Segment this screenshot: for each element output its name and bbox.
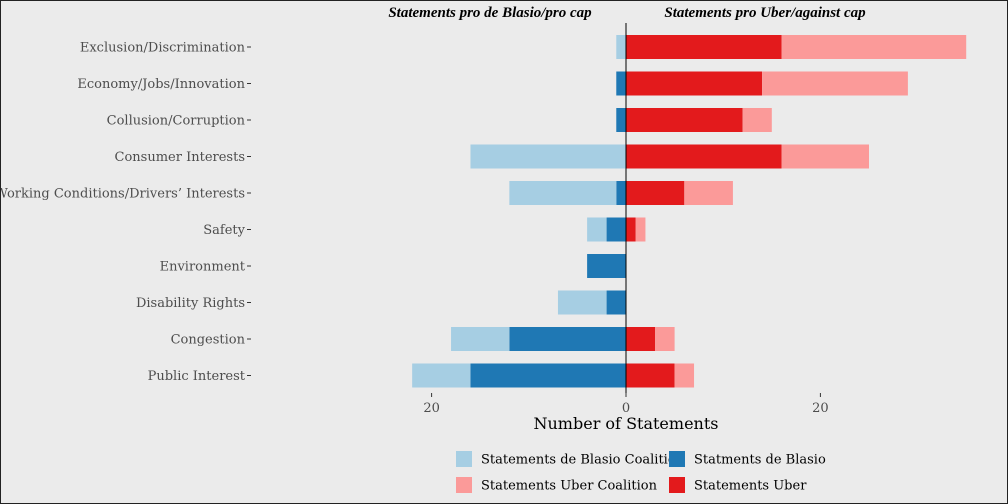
legend-swatch-statements-uber <box>669 477 685 493</box>
bar-statments-de-blasio-congestion <box>509 327 626 351</box>
bar-statements-uber-coalition-public-interest <box>674 363 695 388</box>
category-label-working-conditions-drivers-interests: Working Conditions/Drivers’ Interests <box>1 187 245 202</box>
legend: Statements de Blasio Coalition Statments … <box>456 451 826 494</box>
bar-statements-uber-coalition-collusion-corruption <box>742 108 772 132</box>
legend-label-statments-de-blasio: Statments de Blasio <box>694 453 826 468</box>
category-label-collusion-corruption: Collusion/Corruption <box>107 114 246 129</box>
bar-statements-de-blasio-coalition-public-interest <box>412 363 471 388</box>
bar-statements-uber-collusion-corruption <box>626 108 743 132</box>
legend-label-statements-uber: Statements Uber <box>694 479 807 494</box>
left-side-title: Statements pro de Blasio/pro cap <box>388 5 592 21</box>
category-label-economy-jobs-innovation: Economy/Jobs/Innovation <box>77 77 245 92</box>
bar-statements-uber-coalition-economy-jobs-innovation <box>762 71 908 96</box>
right-side-title: Statements pro Uber/against cap <box>664 5 866 21</box>
bar-statements-uber-coalition-safety <box>635 217 646 242</box>
legend-swatch-statements-de-blasio-coalition <box>456 451 472 467</box>
x-tick-label: 20 <box>812 401 829 416</box>
bar-statements-uber-congestion <box>626 327 656 351</box>
legend-swatch-statements-uber-coalition <box>456 477 472 493</box>
bar-statments-de-blasio-environment <box>587 254 626 278</box>
category-label-congestion: Congestion <box>171 333 246 348</box>
bar-statements-de-blasio-coalition-congestion <box>451 327 510 351</box>
bar-statments-de-blasio-safety <box>606 217 626 242</box>
bar-statments-de-blasio-collusion-corruption <box>616 108 626 132</box>
x-tick-label: 0 <box>622 401 630 416</box>
legend-label-statements-de-blasio-coalition: Statements de Blasio Coalition <box>481 453 685 468</box>
bar-statements-de-blasio-coalition-working-conditions-drivers-interests <box>509 181 617 205</box>
bar-statements-uber-consumer-interests <box>626 144 782 169</box>
category-label-public-interest: Public Interest <box>148 369 246 384</box>
bar-statements-uber-economy-jobs-innovation <box>626 71 763 96</box>
category-axis: Exclusion/Discrimination Economy/Jobs/Inn… <box>1 41 251 384</box>
bar-statments-de-blasio-economy-jobs-innovation <box>616 71 626 96</box>
legend-label-statements-uber-coalition: Statements Uber Coalition <box>481 479 658 494</box>
bar-statements-de-blasio-coalition-exclusion-discrimination <box>616 35 626 59</box>
x-axis: 20 0 20 <box>423 393 829 416</box>
category-label-environment: Environment <box>160 260 246 275</box>
bar-statements-uber-coalition-congestion <box>655 327 675 351</box>
category-label-disability-rights: Disability Rights <box>136 296 245 311</box>
category-label-consumer-interests: Consumer Interests <box>115 150 245 165</box>
bar-statments-de-blasio-working-conditions-drivers-interests <box>616 181 626 205</box>
category-label-safety: Safety <box>203 223 245 238</box>
bar-statements-uber-coalition-consumer-interests <box>781 144 869 169</box>
bar-statements-de-blasio-coalition-consumer-interests <box>470 144 626 169</box>
x-tick-label: 20 <box>423 401 440 416</box>
bars-group <box>412 35 967 388</box>
bar-statements-uber-public-interest <box>626 363 675 388</box>
bar-statements-uber-coalition-working-conditions-drivers-interests <box>684 181 733 205</box>
legend-swatch-statments-de-blasio <box>669 451 685 467</box>
bar-statments-de-blasio-public-interest <box>470 363 626 388</box>
bar-statements-de-blasio-coalition-disability-rights <box>557 290 607 315</box>
bar-statements-de-blasio-coalition-safety <box>587 217 607 242</box>
x-axis-title: Number of Statements <box>534 414 719 433</box>
bar-statements-uber-exclusion-discrimination <box>626 35 782 59</box>
category-label-exclusion-discrimination: Exclusion/Discrimination <box>80 41 246 56</box>
bar-statments-de-blasio-disability-rights <box>606 290 626 315</box>
bar-statements-uber-safety <box>626 217 636 242</box>
bar-statements-uber-working-conditions-drivers-interests <box>626 181 685 205</box>
bar-statements-uber-coalition-exclusion-discrimination <box>781 35 967 59</box>
